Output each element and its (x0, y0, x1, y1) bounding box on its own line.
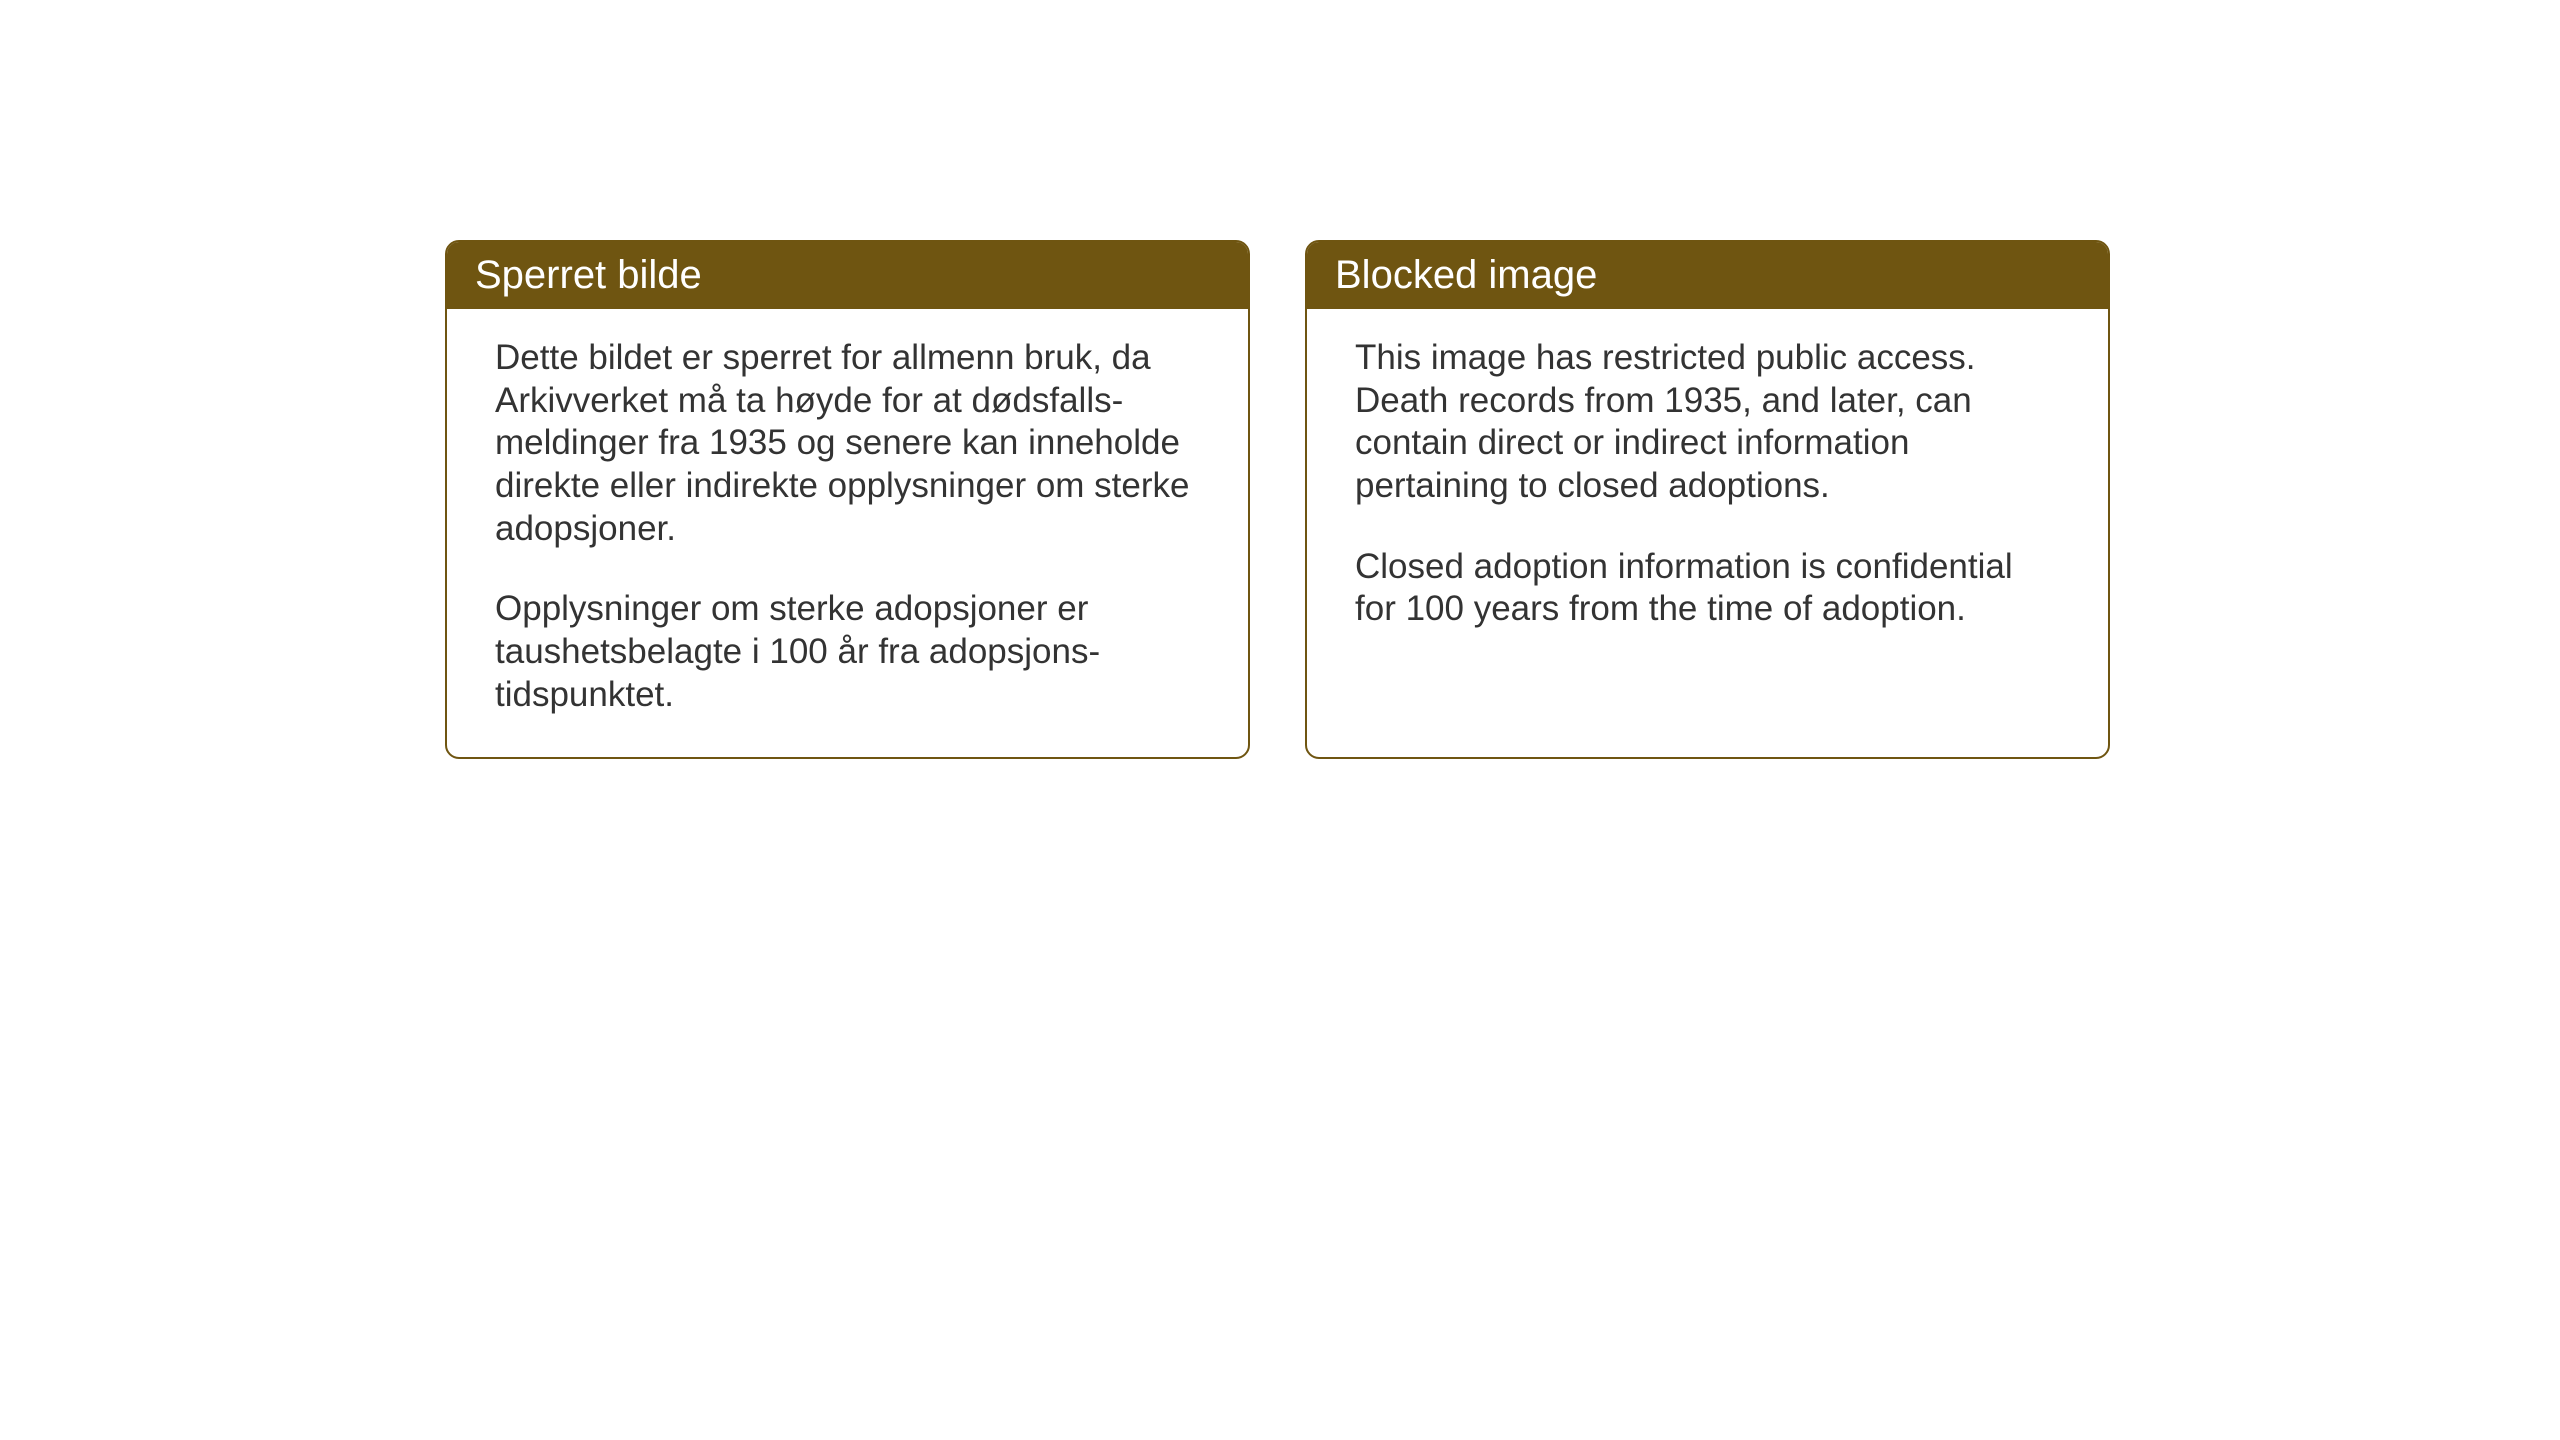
norwegian-card: Sperret bilde Dette bildet er sperret fo… (445, 240, 1250, 759)
norwegian-card-body: Dette bildet er sperret for allmenn bruk… (447, 309, 1248, 757)
english-card-title: Blocked image (1307, 242, 2108, 309)
norwegian-card-title: Sperret bilde (447, 242, 1248, 309)
cards-container: Sperret bilde Dette bildet er sperret fo… (445, 240, 2110, 759)
english-card-body: This image has restricted public access.… (1307, 309, 2108, 671)
english-paragraph-1: This image has restricted public access.… (1355, 337, 2060, 508)
english-card: Blocked image This image has restricted … (1305, 240, 2110, 759)
english-paragraph-2: Closed adoption information is confident… (1355, 546, 2060, 631)
norwegian-paragraph-1: Dette bildet er sperret for allmenn bruk… (495, 337, 1200, 550)
norwegian-paragraph-2: Opplysninger om sterke adopsjoner er tau… (495, 588, 1200, 716)
